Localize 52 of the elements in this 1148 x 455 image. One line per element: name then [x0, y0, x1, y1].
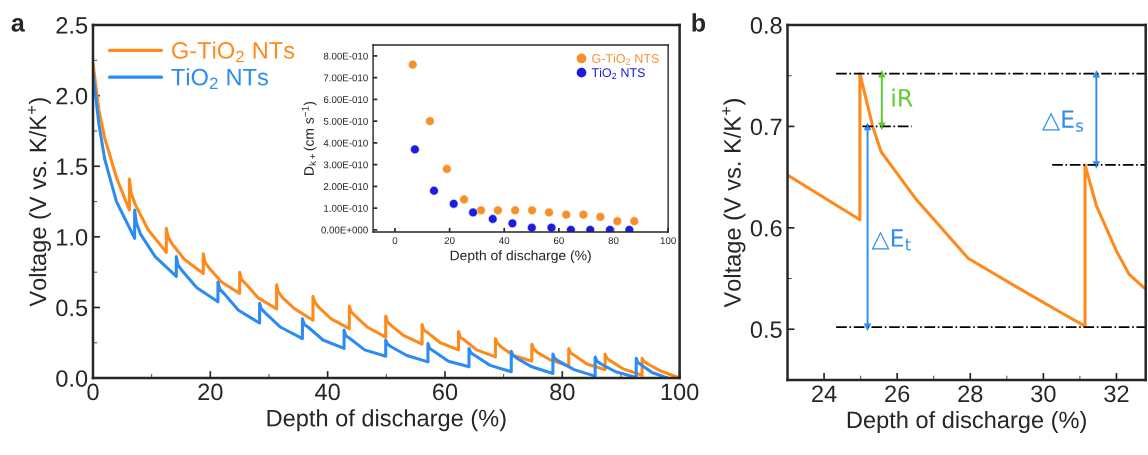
y-tick-label: 1.0 [57, 228, 88, 246]
y-tick-label: 0.5 [56, 299, 88, 317]
x-tick-label: 20 [198, 383, 223, 401]
line-series [787, 72, 1146, 328]
legend-label: G-TiO$_{2}$ NTs [172, 41, 295, 63]
y-tick-label: 5.00E-010 [323, 117, 368, 125]
x-tick-label: 40 [499, 237, 510, 245]
y-tick-label: 4.00E-010 [323, 139, 368, 147]
x-tick-label: 32 [1104, 385, 1129, 403]
y-tick-label: 6.00E-010 [323, 96, 368, 104]
y-axis-title: Voltage (V vs. K/K$^{+}$) [27, 98, 51, 307]
x-tick-label: 100 [661, 383, 699, 401]
annotation: △E$_{t}$ [871, 229, 911, 251]
legend-label: G-TiO$_{2}$ NTS [592, 53, 659, 65]
legend-label: TiO$_{2}$ NTS [591, 67, 645, 79]
x-tick-label: 60 [433, 383, 458, 401]
x-tick-label: 80 [550, 383, 575, 401]
x-tick-label: 80 [608, 237, 619, 245]
y-tick-label: 0.7 [750, 118, 782, 136]
y-tick-label: 2.00E-010 [323, 183, 368, 190]
y-tick-label: 1.00E-010 [324, 204, 368, 212]
x-tick-label: 60 [553, 237, 564, 245]
y-tick-label: 0.0 [56, 370, 88, 387]
y-tick-label: 3.00E-010 [323, 161, 368, 169]
y-tick-label: 2.0 [56, 87, 88, 105]
legend-label: TiO$_{2}$ NTs [171, 68, 268, 90]
x-axis-title: Depth of discharge (%) [267, 409, 506, 432]
x-axis-title: Depth of discharge (%) [450, 250, 591, 264]
y-axis-title: D$_{k+}$(cm s$^{−1}$) [301, 101, 317, 175]
x-tick-label: 0 [87, 383, 99, 401]
y-tick-label: 0.00E+000 [321, 226, 368, 234]
chart-title: a [11, 18, 25, 32]
y-tick-label: 0.8 [750, 17, 782, 34]
x-tick-label: 40 [315, 383, 340, 401]
y-tick-label: 8.00E-010 [323, 52, 368, 60]
y-tick-label: 0.5 [750, 321, 782, 339]
y-tick-label: 2.5 [56, 17, 88, 34]
x-axis-title: Depth of discharge (%) [847, 410, 1086, 433]
y-tick-label: 1.5 [57, 158, 88, 176]
chart-title: b [692, 13, 706, 32]
x-tick-label: 0 [392, 237, 398, 245]
x-tick-label: 24 [812, 385, 837, 402]
x-tick-label: 100 [660, 237, 676, 245]
annotation: △E$_{s}$ [1042, 110, 1084, 132]
x-tick-label: 30 [1031, 385, 1056, 403]
y-tick-label: 0.6 [750, 219, 782, 237]
x-tick-label: 28 [958, 385, 983, 403]
annotation: iR [892, 88, 913, 107]
x-tick-label: 26 [885, 385, 910, 403]
y-tick-label: 7.00E-010 [323, 74, 368, 82]
x-tick-label: 20 [444, 237, 455, 245]
y-axis-title: Voltage (V vs. K/K$^{+}$) [722, 99, 746, 308]
